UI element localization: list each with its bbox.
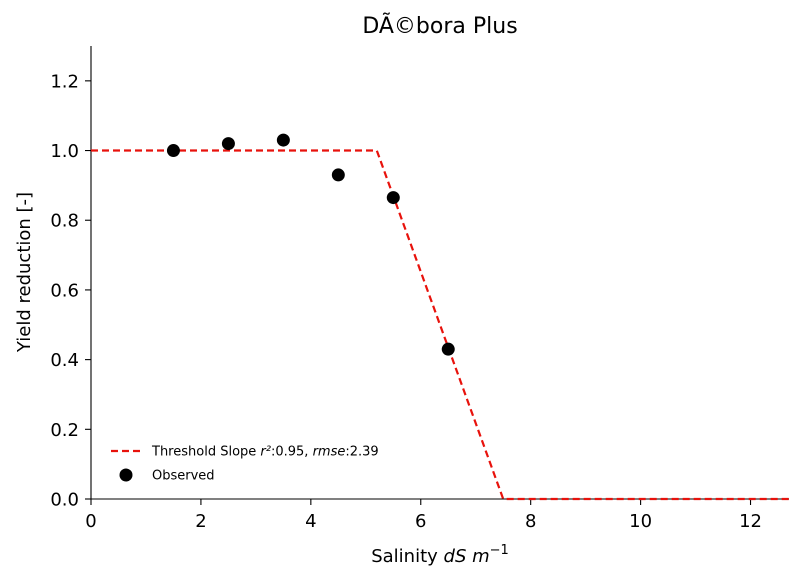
observed-point bbox=[441, 342, 455, 356]
y-tick-label: 0.2 bbox=[50, 420, 79, 441]
legend-line-prefix: Threshold Slope bbox=[151, 445, 260, 460]
y-tick-label: 0.6 bbox=[50, 280, 79, 301]
legend-rmse-symbol: rmse bbox=[313, 445, 346, 460]
y-tick-label: 0.8 bbox=[50, 211, 79, 232]
y-axis-label: Yield reduction [-] bbox=[14, 192, 35, 353]
observed-point bbox=[331, 168, 345, 182]
y-tick-label: 1.0 bbox=[50, 141, 79, 162]
legend-scatter-label: Observed bbox=[152, 469, 215, 484]
x-tick-label: 0 bbox=[85, 511, 96, 532]
observed-point bbox=[386, 191, 400, 205]
x-tick-label: 6 bbox=[415, 511, 426, 532]
axes bbox=[90, 46, 789, 500]
y-tick-label: 1.2 bbox=[50, 71, 79, 92]
x-axis-label-prefix: Salinity bbox=[371, 546, 443, 567]
observed-point bbox=[221, 137, 235, 151]
x-tick-label: 10 bbox=[629, 511, 652, 532]
legend: Threshold Slope r²:0.95, rmse:2.39 Obser… bbox=[111, 445, 379, 484]
x-axis-label-math: dS m bbox=[444, 546, 490, 567]
x-axis-label: Salinity dS m−1 bbox=[371, 543, 509, 567]
observed-point bbox=[166, 144, 180, 158]
legend-rmse-value: :2.39 bbox=[345, 445, 378, 460]
legend-scatter-swatch bbox=[119, 468, 133, 482]
x-tick-label: 2 bbox=[195, 511, 206, 532]
y-ticks: 0.0 0.2 0.4 0.6 0.8 1.0 1.2 bbox=[50, 71, 91, 511]
y-tick-label: 0.4 bbox=[50, 350, 79, 371]
legend-r2-symbol: r² bbox=[260, 445, 271, 460]
legend-line-label: Threshold Slope r²:0.95, rmse:2.39 bbox=[151, 445, 379, 460]
x-tick-label: 12 bbox=[739, 511, 762, 532]
series-layer bbox=[91, 133, 789, 501]
x-tick-label: 8 bbox=[525, 511, 536, 532]
observed-point bbox=[276, 133, 290, 147]
x-ticks: 0 2 4 6 8 10 12 bbox=[85, 499, 762, 532]
x-tick-label: 4 bbox=[305, 511, 316, 532]
y-tick-label: 0.0 bbox=[50, 490, 79, 511]
legend-r2-value: :0.95, bbox=[271, 445, 313, 460]
chart-title: DÃ©bora Plus bbox=[362, 12, 517, 39]
x-axis-label-exponent: −1 bbox=[490, 543, 509, 558]
